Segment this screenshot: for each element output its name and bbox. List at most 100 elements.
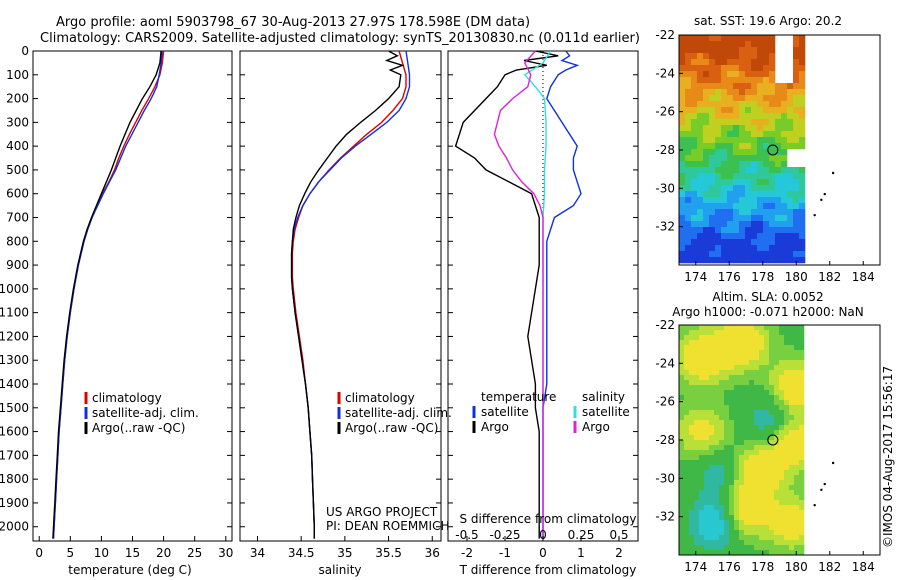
sla-pixel <box>734 465 740 471</box>
sst-pixel <box>697 191 704 198</box>
sst-pixel <box>751 125 758 132</box>
sla-pixel <box>709 430 715 436</box>
sla-pixel <box>679 380 685 386</box>
sst-pixel <box>769 35 776 42</box>
sla-pixel <box>744 405 750 411</box>
sst-pixel <box>751 53 758 60</box>
sst-pixel <box>679 119 686 126</box>
sst-pixel <box>715 203 722 210</box>
sla-pixel <box>734 470 740 476</box>
sla-pixel <box>689 340 695 346</box>
sla-pixel <box>719 475 725 481</box>
sla-pixel <box>764 405 770 411</box>
sst-pixel <box>703 179 710 186</box>
sla-pixel <box>799 460 805 466</box>
depth-tick-label: 1800 <box>0 472 29 486</box>
sst-pixel <box>715 107 722 114</box>
sst-pixel <box>751 215 758 222</box>
sst-pixel <box>685 149 692 156</box>
sla-pixel <box>699 370 705 376</box>
sst-pixel <box>697 179 704 186</box>
sla-pixel <box>679 420 685 426</box>
sst-pixel <box>763 161 770 168</box>
sla-pixel <box>719 430 725 436</box>
sla-pixel <box>694 325 700 331</box>
sla-pixel <box>799 390 805 396</box>
sla-pixel <box>749 440 755 446</box>
sst-pixel <box>715 209 722 216</box>
sla-pixel <box>739 345 745 351</box>
sla-pixel <box>704 480 710 486</box>
sla-pixel <box>714 325 720 331</box>
sst-pixel <box>745 83 752 90</box>
x-tick-label: 25 <box>187 546 202 560</box>
sla-pixel <box>734 385 740 391</box>
sst-pixel <box>691 161 698 168</box>
series-line-salinity-argo <box>493 50 544 539</box>
sla-pixel <box>734 510 740 516</box>
sla-pixel <box>699 540 705 546</box>
sla-pixel <box>784 540 790 546</box>
sst-pixel <box>697 239 704 246</box>
sst-pixel <box>709 209 716 216</box>
sla-pixel <box>779 525 785 531</box>
sla-pixel <box>699 470 705 476</box>
sla-pixel <box>689 480 695 486</box>
sla-pixel <box>749 530 755 536</box>
sst-pixel <box>709 41 716 48</box>
sst-pixel <box>799 233 806 240</box>
sst-pixel <box>679 83 686 90</box>
sst-pixel <box>691 89 698 96</box>
sst-pixel <box>751 197 758 204</box>
sla-pixel <box>729 345 735 351</box>
sla-pixel <box>724 480 730 486</box>
sla-pixel <box>699 520 705 526</box>
sla-pixel <box>679 370 685 376</box>
sst-pixel <box>739 35 746 42</box>
sst-pixel <box>793 131 800 138</box>
sla-pixel <box>769 430 775 436</box>
sla-pixel <box>794 410 800 416</box>
sst-pixel <box>703 251 710 258</box>
sst-pixel <box>763 203 770 210</box>
sst-pixel <box>727 251 734 258</box>
sst-pixel <box>679 167 686 174</box>
sla-pixel <box>754 530 760 536</box>
sla-pixel <box>759 385 765 391</box>
sla-pixel <box>759 345 765 351</box>
sst-pixel <box>685 125 692 132</box>
sst-pixel <box>697 119 704 126</box>
sst-pixel <box>703 113 710 120</box>
salinity-panel-frame <box>239 50 442 542</box>
sla-pixel <box>704 355 710 361</box>
x-tick-label: 36 <box>425 546 440 560</box>
sst-pixel <box>715 197 722 204</box>
sst-pixel <box>727 101 734 108</box>
sst-pixel <box>781 221 788 228</box>
sla-pixel <box>729 460 735 466</box>
sla-pixel <box>709 470 715 476</box>
sst-pixel <box>691 209 698 216</box>
sst-pixel <box>763 173 770 180</box>
sst-pixel <box>709 89 716 96</box>
sla-pixel <box>684 550 690 556</box>
sst-pixel <box>793 185 800 192</box>
sla-pixel <box>779 435 785 441</box>
sst-pixel <box>787 173 794 180</box>
sst-pixel <box>775 239 782 246</box>
sla-pixel <box>774 450 780 456</box>
sla-pixel <box>779 530 785 536</box>
sla-pixel <box>694 535 700 541</box>
sla-pixel <box>789 385 795 391</box>
island-marker <box>831 171 835 175</box>
sst-pixel <box>751 95 758 102</box>
sla-pixel <box>754 525 760 531</box>
sla-pixel <box>759 435 765 441</box>
sst-pixel <box>697 209 704 216</box>
sst-pixel <box>739 41 746 48</box>
sla-pixel <box>784 535 790 541</box>
sla-pixel <box>729 360 735 366</box>
sst-pixel <box>757 257 764 264</box>
sla-pixel <box>729 420 735 426</box>
sst-pixel <box>775 173 782 180</box>
